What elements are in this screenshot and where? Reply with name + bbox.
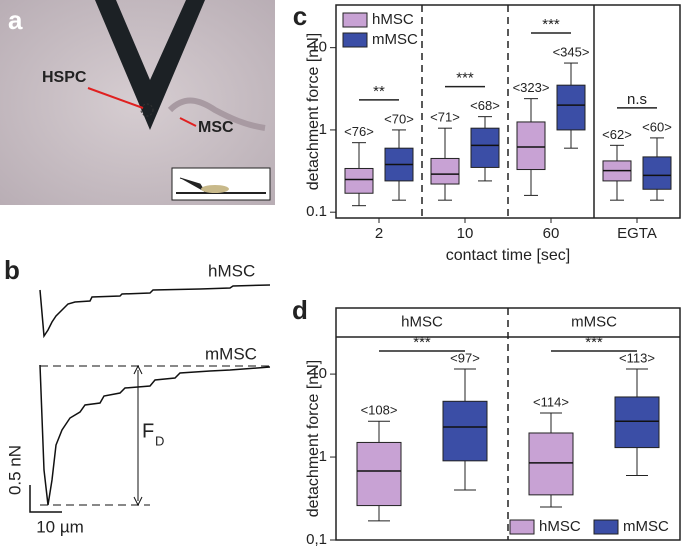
y-tick-label: 10 bbox=[310, 39, 327, 56]
legend-label: hMSC bbox=[372, 11, 414, 28]
x-tick-label: EGTA bbox=[617, 225, 657, 242]
scale-bar bbox=[29, 485, 62, 513]
annotation: HSPC bbox=[42, 69, 87, 86]
group-header: hMSC bbox=[401, 313, 443, 330]
inset bbox=[171, 167, 271, 201]
significance-label: *** bbox=[585, 334, 603, 351]
significance-label: ** bbox=[373, 83, 385, 100]
box bbox=[614, 396, 660, 449]
count-label: <97> bbox=[450, 350, 480, 365]
legend-swatch bbox=[509, 519, 535, 535]
count-label: <113> bbox=[619, 350, 655, 365]
trace bbox=[39, 284, 271, 339]
force-symbol: F bbox=[142, 420, 154, 442]
box bbox=[356, 441, 402, 507]
count-label: <70> bbox=[384, 111, 414, 126]
cantilever bbox=[95, 0, 205, 130]
significance-label: *** bbox=[542, 16, 560, 33]
y-tick-label: 1 bbox=[319, 121, 327, 138]
panel-label: c bbox=[293, 1, 307, 31]
y-axis-label: detachment force [nN] bbox=[305, 360, 322, 517]
panel-label: b bbox=[4, 255, 20, 285]
count-label: <114> bbox=[533, 394, 569, 409]
pointer bbox=[179, 117, 197, 127]
box bbox=[430, 157, 460, 185]
box bbox=[442, 400, 488, 462]
x-tick-label: 10 bbox=[457, 225, 474, 242]
pointer bbox=[87, 87, 144, 109]
arrow-head bbox=[133, 364, 143, 507]
force-subscript: D bbox=[155, 433, 164, 448]
x-axis-label: contact time [sec] bbox=[446, 247, 571, 264]
count-label: <62> bbox=[602, 127, 632, 142]
cell-outline bbox=[167, 97, 266, 131]
legend-swatch bbox=[342, 12, 368, 28]
legend-label: mMSC bbox=[372, 31, 418, 48]
scale-label: 10 µm bbox=[36, 517, 84, 536]
trace-label: hMSC bbox=[208, 261, 255, 280]
y-tick-label: 10 bbox=[310, 365, 327, 382]
x-tick-label: 2 bbox=[375, 225, 383, 242]
count-label: <60> bbox=[642, 119, 672, 134]
legend-swatch bbox=[593, 519, 619, 535]
legend-label: mMSC bbox=[623, 518, 669, 535]
y-tick-label: 1 bbox=[319, 448, 327, 465]
trace bbox=[39, 364, 271, 506]
count-label: <68> bbox=[470, 98, 500, 113]
y-axis-label: detachment force [nN] bbox=[305, 33, 322, 190]
hspc-cell bbox=[140, 103, 154, 117]
box bbox=[528, 432, 574, 496]
box bbox=[642, 156, 672, 190]
box bbox=[470, 127, 500, 168]
y-tick-label: 0,1 bbox=[306, 531, 327, 548]
legend-label: hMSC bbox=[539, 518, 581, 535]
x-tick-label: 60 bbox=[543, 225, 560, 242]
panel-label: d bbox=[292, 295, 308, 325]
significance-label: *** bbox=[456, 70, 474, 87]
trace-label: mMSC bbox=[205, 344, 257, 363]
box bbox=[344, 167, 374, 194]
count-label: <108> bbox=[361, 403, 398, 418]
count-label: <345> bbox=[553, 44, 590, 59]
legend-swatch bbox=[342, 32, 368, 48]
scale-label: 0.5 nN bbox=[5, 445, 24, 495]
y-tick-label: 0.1 bbox=[306, 203, 327, 220]
significance-label: *** bbox=[413, 334, 431, 351]
inset-cell bbox=[201, 185, 229, 193]
annotation: MSC bbox=[198, 119, 234, 136]
box bbox=[516, 121, 546, 171]
count-label: <71> bbox=[430, 110, 460, 125]
group-header: mMSC bbox=[571, 313, 617, 330]
count-label: <76> bbox=[344, 124, 374, 139]
significance-label: n.s bbox=[627, 91, 647, 108]
count-label: <323> bbox=[513, 80, 550, 95]
panel-label: a bbox=[8, 5, 23, 35]
box bbox=[556, 84, 586, 131]
